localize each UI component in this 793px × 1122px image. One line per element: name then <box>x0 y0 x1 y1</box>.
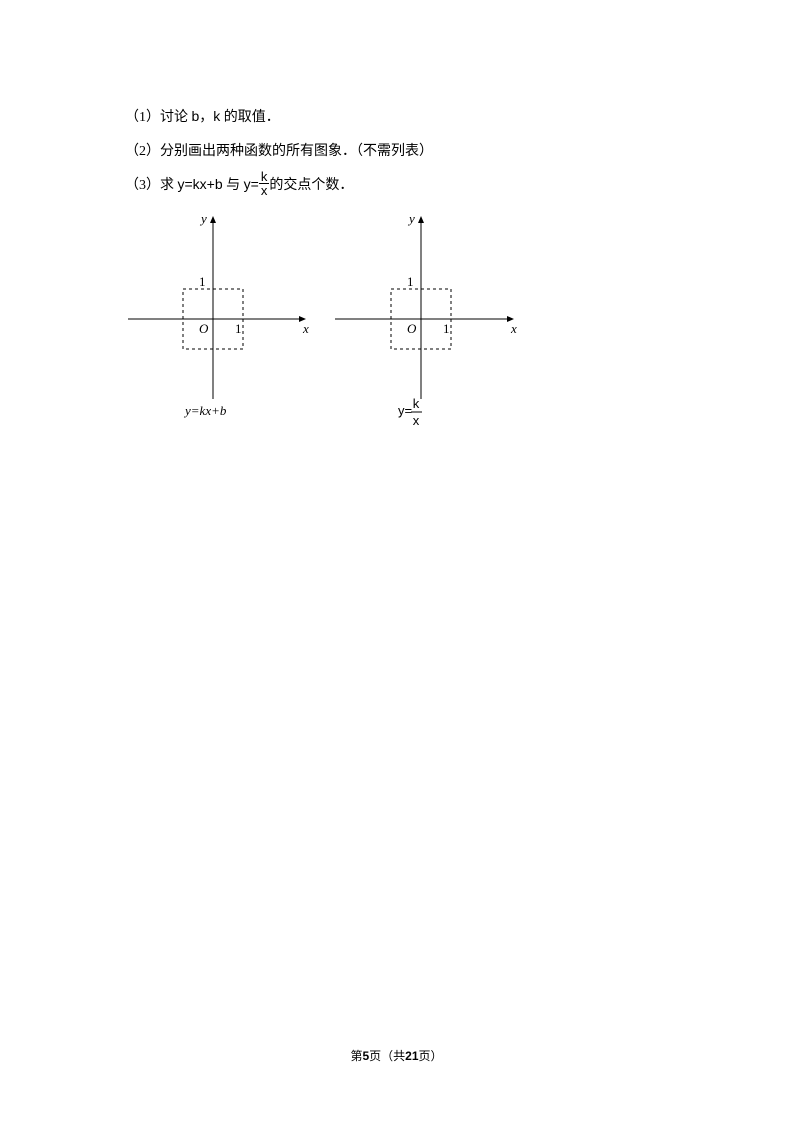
q2: （2）分别画出两种函数的所有图象．（不需列表） <box>125 144 433 159</box>
q3-frac-num: k <box>259 170 270 184</box>
svg-text:1: 1 <box>443 321 450 336</box>
svg-text:x: x <box>413 413 420 428</box>
q1-post: 的取值． <box>220 110 280 125</box>
svg-text:y=: y= <box>398 403 412 418</box>
q3-pre: （3）求 <box>125 178 178 193</box>
svg-text:x: x <box>302 321 309 336</box>
svg-text:y: y <box>199 211 207 226</box>
q1-pre: （1）讨论 <box>125 110 192 125</box>
question-part-2: （2）分别画出两种函数的所有图象．（不需列表） <box>125 135 683 169</box>
svg-text:y: y <box>407 211 415 226</box>
q3-frac-den: x <box>259 184 270 197</box>
footer-post: 页） <box>419 1049 443 1063</box>
footer-pre: 第 <box>350 1049 362 1063</box>
svg-text:1: 1 <box>407 274 414 289</box>
svg-text:1: 1 <box>199 274 206 289</box>
footer-mid: 页（共 <box>369 1049 405 1063</box>
svg-text:k: k <box>413 396 420 411</box>
figures-container: yxO11y=kx+byxO11y=kx <box>125 209 683 439</box>
q3-eq1: y=kx+b <box>178 176 223 192</box>
svg-text:x: x <box>510 321 517 336</box>
svg-text:1: 1 <box>235 321 242 336</box>
question-part-1: （1）讨论 b，k 的取值． <box>125 100 683 135</box>
q3-fraction: kx <box>259 170 270 197</box>
q1-mid: ， <box>199 110 213 125</box>
q3-mid: 与 <box>223 178 244 193</box>
footer-total: 21 <box>405 1049 418 1063</box>
question-part-3: （3）求 y=kx+b 与 y=kx的交点个数． <box>125 168 683 203</box>
coordinate-axes-svg: yxO11y=kx+byxO11y=kx <box>125 209 525 434</box>
svg-text:y=kx+b: y=kx+b <box>183 403 227 418</box>
q3-post: 的交点个数． <box>269 178 353 193</box>
svg-text:O: O <box>407 321 417 336</box>
svg-text:O: O <box>199 321 209 336</box>
q3-eq2a: y= <box>244 176 259 192</box>
page-footer: 第5页（共21页） <box>0 1047 793 1064</box>
page-content: （1）讨论 b，k 的取值． （2）分别画出两种函数的所有图象．（不需列表） （… <box>0 0 793 439</box>
